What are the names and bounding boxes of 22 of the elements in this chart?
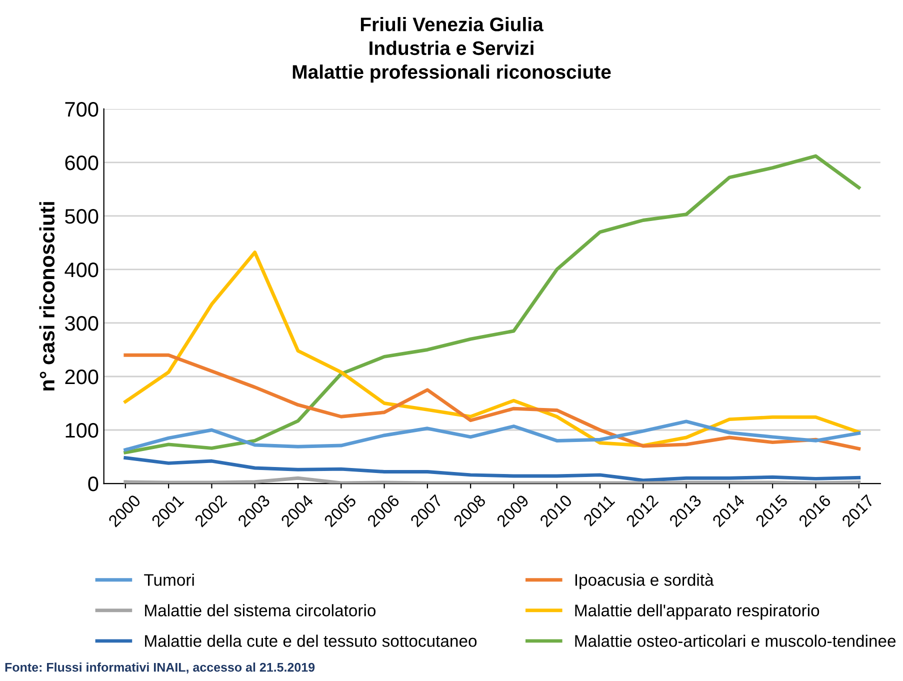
y-tick-label: 400 bbox=[64, 262, 98, 278]
legend-label: Malattie osteo-articolari e muscolo-tendinee bbox=[575, 634, 896, 647]
legend-label: Tumori bbox=[144, 574, 194, 586]
line-series bbox=[124, 420, 861, 452]
y-tick-label: 500 bbox=[65, 208, 98, 224]
y-tick-label: 600 bbox=[65, 155, 98, 170]
y-tick-label: 300 bbox=[65, 316, 98, 331]
y-tick-label: 100 bbox=[66, 423, 98, 438]
chart-title: Friuli Venezia Giulia Industria e Servizi Malattie professionali riconosciute bbox=[292, 17, 611, 83]
legend-label: Ipoacusia e sordità bbox=[575, 573, 714, 590]
line-series bbox=[124, 353, 861, 450]
line-series bbox=[124, 154, 861, 454]
y-tick-label: 200 bbox=[65, 369, 98, 384]
source-note: Fonte: Flussi informativi INAIL, accesso al 21.5.2019 bbox=[5, 662, 315, 674]
y-tick-label: 700 bbox=[65, 102, 98, 117]
line-series bbox=[124, 250, 861, 448]
legend-label: Malattie della cute e del tessuto sottocutaneo bbox=[145, 634, 477, 647]
line-series bbox=[124, 456, 861, 482]
legend-label: Malattie dell'apparato respiratorio bbox=[575, 604, 820, 620]
y-axis-title: n° casi riconosciuti bbox=[39, 202, 55, 390]
y-tick-label: 0 bbox=[88, 476, 98, 492]
legend-label: Malattie del sistema circolatorio bbox=[145, 604, 376, 616]
